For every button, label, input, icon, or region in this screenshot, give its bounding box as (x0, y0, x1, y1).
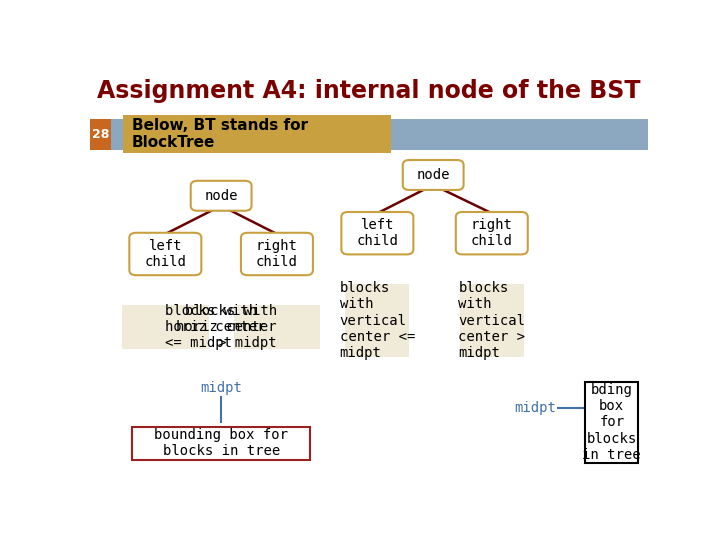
Text: blocks with
horiz center
<= midpt: blocks with horiz center <= midpt (166, 303, 266, 350)
Bar (90, 119, 648, 150)
Text: blocks
with
vertical
center <=
midpt: blocks with vertical center <= midpt (340, 281, 415, 360)
Bar (234, 305, 320, 349)
Text: blocks
with
vertical
center >
midpt: blocks with vertical center > midpt (458, 281, 526, 360)
Text: right
child: right child (471, 218, 513, 248)
Bar (346, 284, 410, 357)
Text: midpt: midpt (200, 381, 242, 395)
FancyBboxPatch shape (402, 160, 464, 190)
Text: node: node (204, 189, 238, 203)
Bar (132, 427, 310, 460)
Text: Below, BT stands for
BlockTree: Below, BT stands for BlockTree (132, 118, 308, 151)
Bar (90, 119, 111, 150)
Text: bounding box for
blocks in tree: bounding box for blocks in tree (154, 428, 288, 458)
Text: Assignment A4: internal node of the BST: Assignment A4: internal node of the BST (97, 79, 641, 103)
FancyBboxPatch shape (241, 233, 313, 275)
Bar (124, 115, 392, 153)
Bar (122, 305, 209, 349)
Bar (122, 305, 209, 349)
FancyBboxPatch shape (191, 181, 251, 211)
Text: node: node (416, 168, 450, 182)
Bar (585, 382, 638, 463)
Text: midpt: midpt (514, 401, 556, 415)
Bar (459, 284, 524, 357)
Text: right
child: right child (256, 239, 298, 269)
Text: bding
box
for
blocks
in tree: bding box for blocks in tree (582, 383, 641, 462)
Bar (111, 119, 124, 150)
FancyBboxPatch shape (130, 233, 202, 275)
FancyBboxPatch shape (456, 212, 528, 254)
FancyBboxPatch shape (341, 212, 413, 254)
Text: left
child: left child (356, 218, 398, 248)
Text: 28: 28 (92, 128, 109, 141)
Text: left
child: left child (145, 239, 186, 269)
Text: blocks with
horiz center
> midpt: blocks with horiz center > midpt (176, 303, 277, 350)
